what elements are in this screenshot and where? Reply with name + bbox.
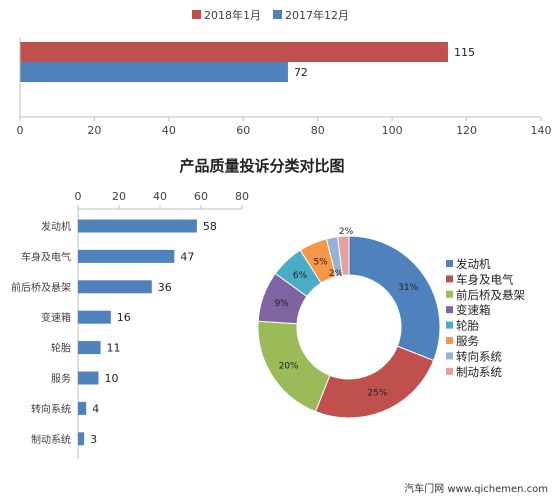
left-category-label-2: 前后桥及悬架 [11,281,71,294]
left-bar-7 [78,432,85,446]
donut-legend-swatch-0 [446,260,453,267]
donut-slice-label-0: 31% [398,283,418,293]
left-bar-value-2: 36 [158,281,172,294]
left-category-label-0: 发动机 [41,220,71,233]
left-bar-value-3: 16 [117,311,131,324]
left-bar-6 [78,401,87,415]
donut-legend-label-1: 车身及电气 [456,272,514,286]
top-tick-label-5: 100 [382,124,403,137]
donut-legend-swatch-7 [446,367,453,375]
donut-slice-label-3: 9% [275,299,290,309]
left-tick-label-3: 60 [194,190,208,203]
donut-legend-label-5: 服务 [456,334,479,348]
top-legend-label-0: 2018年1月 [204,8,261,22]
donut-legend-label-6: 转向系统 [456,349,502,363]
left-category-label-6: 转向系统 [31,402,71,415]
left-category-label-4: 轮胎 [51,342,71,355]
donut-slice-label-2: 20% [279,361,299,371]
left-bar-value-0: 58 [203,220,217,233]
left-category-label-1: 车身及电气 [21,250,71,263]
top-tick-label-2: 40 [162,124,176,137]
donut-slice-label-7: 2% [339,227,354,237]
left-bar-5 [78,371,99,385]
donut-slice-0 [348,235,441,362]
donut-legend-label-7: 制动系统 [456,365,502,379]
donut-slice-label-4: 6% [293,271,308,281]
left-bar-value-7: 3 [90,433,97,446]
donut-slice-7 [337,235,350,276]
top-bar-value-0: 115 [454,46,475,59]
left-bar-2 [78,280,152,294]
donut-legend-label-4: 轮胎 [456,319,479,333]
left-tick-label-2: 40 [153,190,167,203]
top-tick-label-7: 140 [531,124,552,137]
top-legend-label-1: 2017年12月 [285,8,349,22]
left-bar-value-6: 4 [92,402,99,415]
donut-slice-label-6: 2% [329,269,344,279]
top-tick-label-6: 120 [456,124,477,137]
donut-slice-1 [314,345,435,419]
top-bar-1 [20,62,288,82]
footer-source: 汽车门网 www.qichemen.com [404,482,548,495]
category-donut-chart: 31%25%20%9%6%5%2%2%发动机车身及电气前后桥及悬架变速箱轮胎服务… [257,227,525,419]
donut-legend-swatch-3 [446,306,453,314]
left-category-label-7: 制动系统 [31,433,71,446]
donut-legend-swatch-6 [446,352,453,360]
left-bar-4 [78,341,101,355]
top-tick-label-1: 20 [87,124,101,137]
category-bar-chart: 0 20 40 60 80 发动机 58 车身及电气 47 前后桥及悬架 36 变速箱 16 轮胎 11 服务… [11,190,249,459]
donut-legend-swatch-5 [446,337,453,344]
left-bar-1 [78,249,175,263]
left-category-label-3: 变速箱 [41,311,71,324]
top-tick-label-0: 0 [17,124,24,137]
chart-title: 产品质量投诉分类对比图 [179,157,344,175]
left-bar-value-1: 47 [180,250,194,263]
left-bar-value-4: 11 [107,342,121,355]
top-bar-0 [20,42,448,62]
left-bar-value-5: 10 [105,372,119,385]
left-tick-label-0: 0 [75,190,82,203]
left-bar-3 [78,310,111,324]
left-tick-label-1: 20 [112,190,126,203]
left-bar-0 [78,219,197,233]
donut-legend-swatch-2 [446,290,453,298]
top-comparison-chart: 2018年1月 2017年12月 115 72 0 20 40 60 80 100 120 140 [17,8,552,137]
left-tick-label-4: 80 [235,190,249,203]
donut-legend-label-0: 发动机 [456,257,491,271]
donut-legend-label-3: 变速箱 [456,303,491,317]
donut-legend-swatch-4 [446,321,453,329]
top-legend-swatch-1 [273,10,282,19]
donut-legend-swatch-1 [446,275,453,283]
top-tick-label-3: 60 [236,124,250,137]
top-tick-label-4: 80 [311,124,325,137]
top-bar-value-1: 72 [294,66,308,79]
donut-slice-label-1: 25% [367,389,387,399]
left-category-label-5: 服务 [51,372,71,385]
top-legend-swatch-0 [192,10,201,19]
donut-slice-label-5: 5% [313,257,328,267]
donut-legend-label-2: 前后桥及悬架 [456,288,525,302]
